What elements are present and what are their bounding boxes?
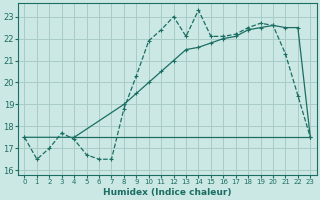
X-axis label: Humidex (Indice chaleur): Humidex (Indice chaleur) — [103, 188, 232, 197]
